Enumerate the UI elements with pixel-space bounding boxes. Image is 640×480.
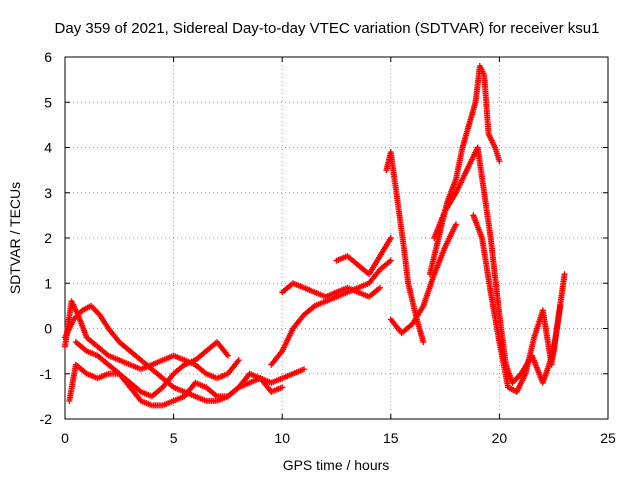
x-tick-label: 20 (492, 430, 508, 446)
grid-lines (65, 57, 608, 419)
y-tick-label: -1 (40, 366, 53, 382)
series-7 (333, 235, 394, 278)
series-5 (268, 257, 394, 368)
data-point (224, 352, 231, 359)
data-point (300, 366, 307, 373)
chart-title: Day 359 of 2021, Sidereal Day-to-day VTE… (55, 20, 600, 37)
data-point (235, 357, 242, 364)
series-8 (383, 149, 427, 346)
data-point (557, 302, 564, 309)
x-tick-label: 0 (61, 430, 69, 446)
y-axis-label: SDTVAR / TECUs (7, 182, 23, 294)
data-point (561, 271, 568, 278)
y-tick-label: 6 (44, 49, 52, 65)
y-tick-label: 5 (44, 94, 52, 110)
data-points (62, 63, 568, 409)
data-point (279, 384, 286, 391)
x-tick-label: 5 (170, 430, 178, 446)
y-tick-label: 3 (44, 185, 52, 201)
series-3 (66, 361, 286, 409)
x-tick-label: 25 (600, 430, 616, 446)
data-point (452, 221, 459, 228)
series-6 (279, 280, 383, 300)
series-10 (426, 63, 503, 278)
y-tick-label: -2 (40, 411, 53, 427)
data-point (387, 257, 394, 264)
data-point (376, 284, 383, 291)
data-point (387, 235, 394, 241)
data-point (496, 158, 503, 165)
y-tick-label: 4 (44, 140, 52, 156)
x-tick-label: 10 (274, 430, 290, 446)
series-9 (387, 221, 459, 337)
x-axis-ticks: 0 5 10 15 20 25 (61, 57, 616, 446)
data-point (420, 339, 427, 346)
y-axis-ticks: -2 -1 0 1 2 3 4 5 6 (40, 49, 608, 427)
y-tick-label: 2 (44, 230, 52, 246)
y-tick-label: 0 (44, 321, 52, 337)
series-12 (470, 212, 564, 395)
y-tick-label: 1 (44, 275, 52, 291)
series-4 (72, 339, 231, 400)
x-axis-label: GPS time / hours (283, 457, 390, 473)
x-tick-label: 15 (383, 430, 399, 446)
